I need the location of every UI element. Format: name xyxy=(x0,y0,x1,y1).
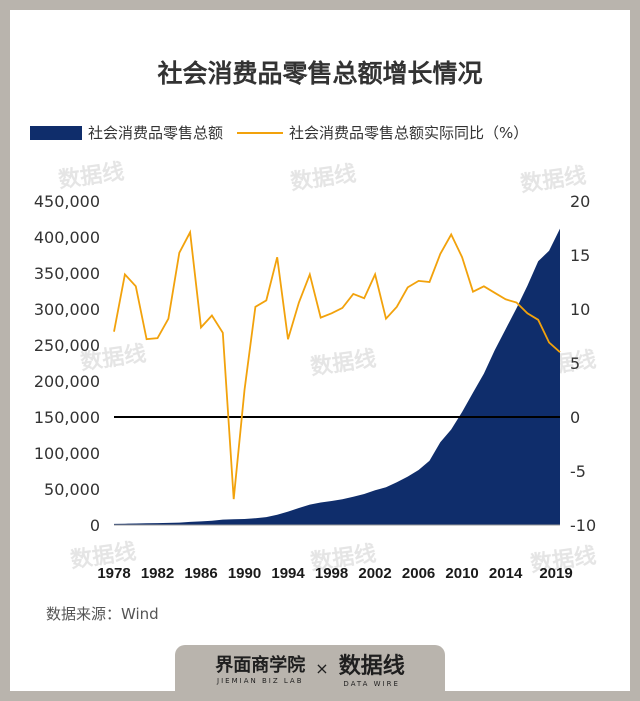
y-left-tick-label: 100,000 xyxy=(34,444,100,463)
y-right-tick-label: 15 xyxy=(570,246,590,265)
y-left-tick-label: 350,000 xyxy=(34,264,100,283)
y-left-tick-label: 200,000 xyxy=(34,372,100,391)
times-icon: × xyxy=(315,658,329,678)
x-tick-label: 2014 xyxy=(489,565,523,582)
x-tick-label: 2019 xyxy=(539,565,572,582)
y-right-tick-label: 5 xyxy=(570,354,580,373)
legend-line-swatch xyxy=(237,131,284,134)
y-left-tick-label: 400,000 xyxy=(34,228,100,247)
legend-area-label: 社会消费品零售总额 xyxy=(88,124,224,142)
footer-banner: 界面商学院 JIEMIAN BIZ LAB × 数据线 DATA WIRE xyxy=(175,645,445,691)
brand-subtitle: JIEMIAN BIZ LAB xyxy=(217,677,304,685)
x-tick-label: 1982 xyxy=(141,565,174,582)
x-tick-label: 1986 xyxy=(184,565,217,582)
x-tick-label: 1978 xyxy=(97,565,130,582)
legend-line-label: 社会消费品零售总额实际同比（%） xyxy=(289,124,529,142)
x-tick-label: 2002 xyxy=(358,565,391,582)
y-left-tick-label: 450,000 xyxy=(34,192,100,211)
source-note: 数据来源：Wind xyxy=(46,605,159,623)
y-left-tick-label: 250,000 xyxy=(34,336,100,355)
line-series-yoy-growth xyxy=(113,229,561,500)
y-left-tick-label: 300,000 xyxy=(34,300,100,319)
area-series-retail-sales xyxy=(114,228,560,525)
partner-subtitle: DATA WIRE xyxy=(343,680,400,688)
y-right-tick-label: -10 xyxy=(570,516,596,535)
y-left-tick-label: 150,000 xyxy=(34,408,100,427)
y-left-tick-label: 0 xyxy=(90,516,100,535)
legend: 社会消费品零售总额 社会消费品零售总额实际同比（%） xyxy=(30,122,528,143)
y-right-tick-label: 0 xyxy=(570,408,580,427)
partner-logo: 数据线 xyxy=(338,653,405,679)
brand-block: 界面商学院 JIEMIAN BIZ LAB xyxy=(215,651,305,685)
y-right-tick-label: 10 xyxy=(570,300,590,319)
x-tick-label: 1994 xyxy=(271,565,305,582)
brand-name: 界面商学院 xyxy=(215,655,306,676)
y-right-tick-label: 20 xyxy=(570,192,590,211)
x-tick-label: 1998 xyxy=(315,565,348,582)
legend-area-swatch xyxy=(30,125,82,140)
y-left-tick-label: 50,000 xyxy=(44,480,100,499)
x-tick-label: 1990 xyxy=(228,565,261,582)
x-tick-label: 2010 xyxy=(445,565,478,582)
x-tick-label: 2006 xyxy=(402,565,435,582)
partner-block: 数据线 DATA WIRE xyxy=(339,648,405,688)
y-right-tick-label: -5 xyxy=(570,462,586,481)
chart-title: 社会消费品零售总额增长情况 xyxy=(157,59,483,88)
